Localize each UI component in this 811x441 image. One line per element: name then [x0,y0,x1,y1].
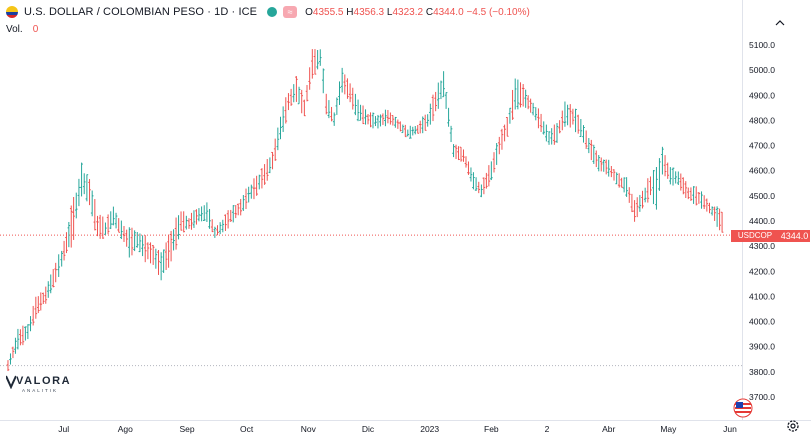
y-tick-label: 4000.0 [749,317,775,327]
collapse-icon [775,20,785,26]
y-tick-label: 4800.0 [749,115,775,125]
symbol-title: U.S. DOLLAR / COLOMBIAN PESO · 1D · ICE [24,6,258,18]
settings-button[interactable] [786,419,800,433]
y-tick-label: 4400.0 [749,216,775,226]
x-tick-label: Jun [723,424,737,434]
y-tick-label: 4500.0 [749,191,775,201]
collapse-button[interactable] [774,15,786,26]
low-label: L [386,6,393,18]
symbol-price-label: USDCOP [731,230,779,242]
y-axis-ticks: 5100.0 5000.0 4900.0 4800.0 4700.0 4600.0 4500… [749,40,775,402]
x-tick-label: Feb [484,424,499,434]
logo-name: VALORA [16,375,72,387]
last-price-label: 4344.0 [779,230,810,242]
settings-icon [787,420,799,432]
low-value: 4323.2 [392,6,424,18]
x-tick-label: Ago [118,424,133,434]
valora-logo: VALORA ANALITIK [6,375,70,399]
x-axis-ticks: Jul Ago Sep Oct Nov Dic 2023 Feb 2 Abr May Jun [58,424,737,434]
close-label: C [425,6,434,18]
y-tick-label: 3900.0 [749,342,775,352]
x-tick-label: Jul [58,424,69,434]
y-tick-label: 5100.0 [749,40,775,50]
volume-row: Vol. 0 [6,24,38,35]
x-tick-label: May [660,424,677,434]
status-badge[interactable]: ≈ [283,6,298,18]
y-tick-label: 4200.0 [749,266,775,276]
close-value: 4344.0 [433,6,464,18]
x-tick-label: Dic [362,424,375,434]
y-tick-label: 4100.0 [749,291,775,301]
volume-label: Vol. [6,24,23,35]
y-tick-label: 4700.0 [749,141,775,151]
y-tick-label: 4900.0 [749,90,775,100]
y-tick-label: 4300.0 [749,241,775,251]
open-label: O [305,6,313,18]
x-tick-label: Oct [240,424,254,434]
y-tick-label: 4600.0 [749,166,775,176]
x-tick-label: 2 [545,424,550,434]
y-tick-label: 3800.0 [749,367,775,377]
y-tick-label: 5000.0 [749,65,775,75]
volume-value: 0 [32,24,39,35]
ohlc-bars-group [6,49,724,372]
high-value: 4356.3 [353,6,385,18]
x-tick-label: Nov [301,424,317,434]
open-value: 4355.5 [312,6,344,18]
chart-header: U.S. DOLLAR / COLOMBIAN PESO · 1D · ICE … [6,4,530,20]
logo-mark-icon [6,375,16,389]
ohlc-readout: O4355.5 H4356.3 L4323.2 C4344.0 −4.5 (−0… [305,7,530,18]
x-tick-label: 2023 [420,424,439,434]
status-dot-icon[interactable] [267,7,278,17]
x-tick-label: Sep [179,424,194,434]
us-flag-icon [733,398,753,418]
x-tick-label: Abr [602,424,615,434]
high-label: H [346,6,354,18]
flag-icon [6,6,18,18]
y-tick-label: 3700.0 [749,392,775,402]
change-value: −4.5 (−0.10%) [466,6,530,18]
logo-subtitle: ANALITIK [22,388,59,393]
us-flag-button[interactable] [731,398,755,418]
